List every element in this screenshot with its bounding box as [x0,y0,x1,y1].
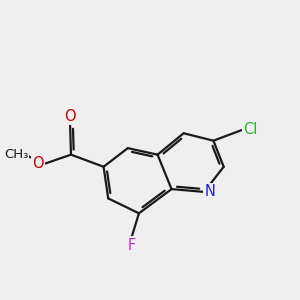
Text: Cl: Cl [243,122,258,137]
Text: O: O [64,109,76,124]
Text: N: N [204,184,215,200]
Text: F: F [128,238,136,253]
Text: O: O [32,157,44,172]
Text: CH₃: CH₃ [4,148,28,161]
